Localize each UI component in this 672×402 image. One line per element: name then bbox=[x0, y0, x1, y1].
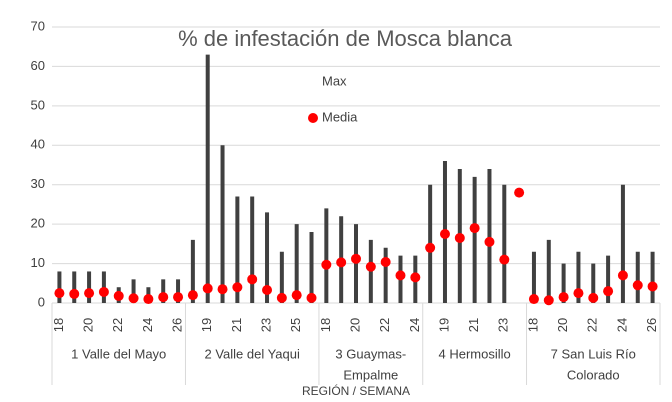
media-dot bbox=[276, 292, 287, 303]
x-tick-label: 24 bbox=[407, 318, 422, 332]
y-tick-label: 60 bbox=[31, 58, 45, 73]
x-tick-label: 20 bbox=[555, 318, 570, 332]
media-dot bbox=[98, 286, 109, 297]
y-tick-label: 50 bbox=[31, 97, 45, 112]
y-tick-label: 0 bbox=[38, 294, 45, 309]
x-tick-label: 24 bbox=[614, 318, 629, 332]
media-dot bbox=[187, 290, 198, 301]
x-axis-title: REGIÓN / SEMANA bbox=[302, 383, 410, 398]
media-dot bbox=[380, 256, 391, 267]
media-dot bbox=[202, 283, 213, 294]
media-dot bbox=[336, 257, 347, 268]
group-label: 3 Guaymas- bbox=[335, 346, 406, 361]
media-dot bbox=[528, 294, 539, 305]
media-dot bbox=[632, 280, 643, 291]
media-dot bbox=[291, 290, 302, 301]
x-tick-label: 22 bbox=[585, 318, 600, 332]
y-tick-label: 30 bbox=[31, 176, 45, 191]
x-tick-label: 19 bbox=[199, 318, 214, 332]
media-dot bbox=[321, 259, 332, 270]
y-tick-label: 70 bbox=[31, 18, 45, 33]
media-dot bbox=[54, 288, 65, 299]
x-tick-label: 24 bbox=[140, 318, 155, 332]
media-dot bbox=[454, 232, 465, 243]
x-tick-label: 22 bbox=[377, 318, 392, 332]
x-tick-label: 26 bbox=[169, 318, 184, 332]
media-dot bbox=[647, 281, 658, 292]
y-tick-label: 20 bbox=[31, 216, 45, 231]
x-tick-label: 26 bbox=[644, 318, 659, 332]
media-dot bbox=[173, 292, 184, 303]
group-label: 2 Valle del Yaqui bbox=[204, 346, 300, 361]
x-tick-label: 18 bbox=[318, 318, 333, 332]
media-dot bbox=[113, 290, 124, 301]
media-dot bbox=[514, 187, 525, 198]
media-dot bbox=[351, 253, 361, 264]
media-dot bbox=[262, 284, 273, 295]
y-tick-label: 10 bbox=[31, 255, 45, 270]
media-dot bbox=[128, 293, 139, 304]
media-dot bbox=[573, 288, 584, 299]
x-tick-label: 20 bbox=[347, 318, 362, 332]
x-tick-label: 23 bbox=[258, 318, 273, 332]
media-dot bbox=[247, 274, 258, 285]
group-label: 7 San Luis Río bbox=[551, 346, 636, 361]
chart-title: % de infestación de Mosca blanca bbox=[178, 26, 513, 51]
media-dot bbox=[410, 272, 421, 283]
media-dot bbox=[469, 223, 480, 234]
x-tick-label: 23 bbox=[496, 318, 511, 332]
media-dot bbox=[69, 288, 80, 299]
media-dot bbox=[425, 242, 436, 253]
media-dot bbox=[543, 295, 554, 306]
media-dot bbox=[588, 292, 599, 303]
media-dot bbox=[217, 284, 228, 295]
media-dot bbox=[306, 292, 317, 303]
media-dot bbox=[158, 292, 169, 303]
media-dot bbox=[395, 270, 406, 281]
x-tick-label: 18 bbox=[525, 318, 540, 332]
group-label: Empalme bbox=[343, 367, 398, 382]
media-dot bbox=[232, 282, 243, 293]
media-dot bbox=[365, 261, 376, 272]
legend-marker bbox=[308, 113, 318, 123]
legend-label: Media bbox=[322, 109, 358, 124]
media-dot bbox=[558, 292, 569, 303]
media-dot bbox=[84, 288, 95, 299]
media-dot bbox=[499, 254, 510, 265]
media-dot bbox=[439, 229, 450, 239]
x-tick-label: 18 bbox=[51, 318, 66, 332]
x-tick-label: 21 bbox=[466, 318, 481, 332]
x-tick-label: 25 bbox=[288, 318, 303, 332]
media-dot bbox=[603, 286, 614, 297]
group-label: Colorado bbox=[567, 367, 620, 382]
media-dot bbox=[617, 270, 628, 281]
x-tick-label: 19 bbox=[436, 318, 451, 332]
x-tick-label: 21 bbox=[229, 318, 244, 332]
media-dot bbox=[484, 236, 495, 247]
group-label: 4 Hermosillo bbox=[439, 346, 511, 361]
x-tick-label: 20 bbox=[81, 318, 96, 332]
x-tick-label: 22 bbox=[110, 318, 125, 332]
y-tick-label: 40 bbox=[31, 137, 45, 152]
group-label: 1 Valle del Mayo bbox=[71, 346, 166, 361]
media-dot bbox=[143, 294, 154, 305]
legend-label: Max bbox=[322, 73, 347, 88]
